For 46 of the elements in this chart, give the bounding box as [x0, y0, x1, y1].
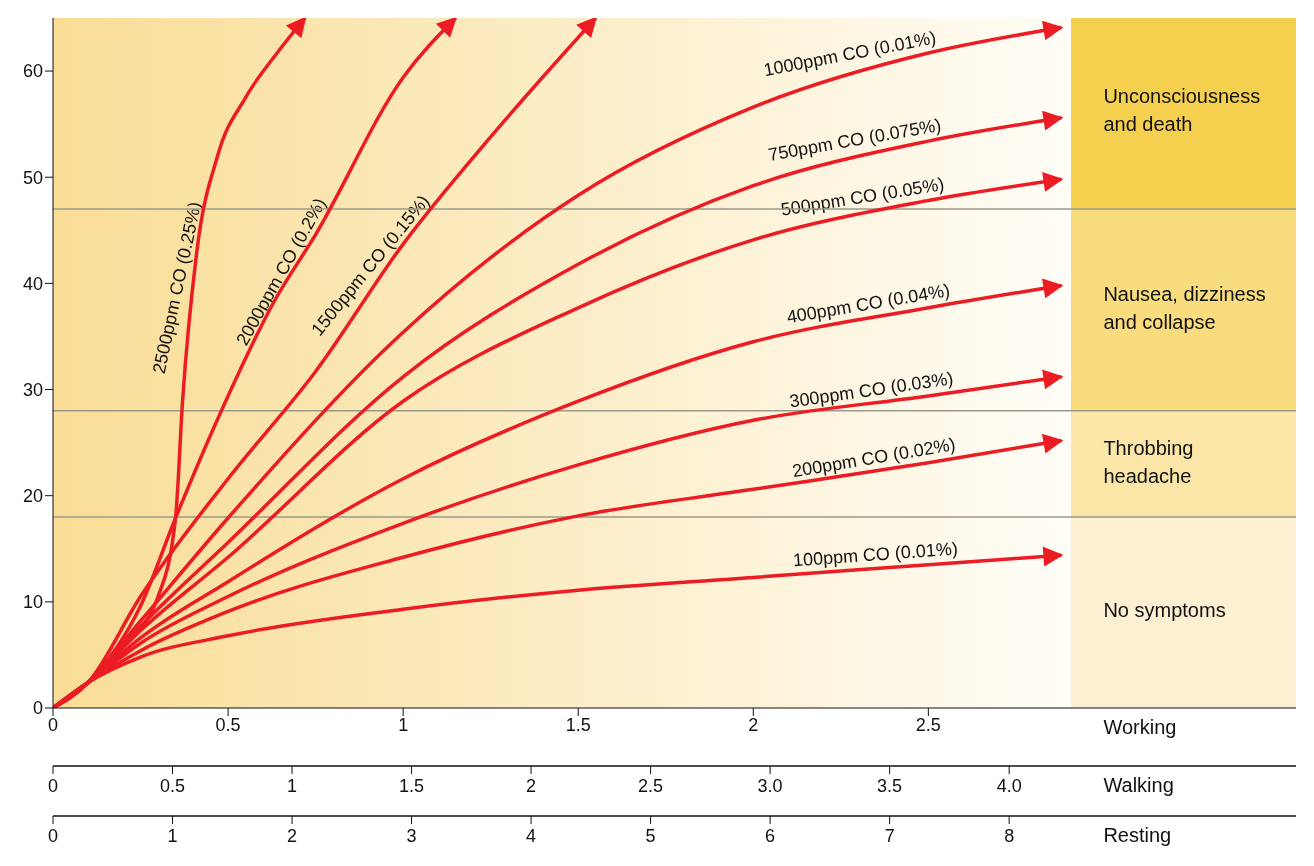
text: 4 — [526, 826, 537, 846]
band-label: Unconsciousness and death — [1103, 85, 1261, 136]
x2-tick-label: 2 — [526, 776, 537, 796]
band-label: No symptoms — [1103, 599, 1226, 622]
band-label: Throbbing headache — [1103, 437, 1194, 488]
text: 5 — [645, 826, 656, 846]
x2-tick-label: 1.5 — [399, 776, 425, 796]
x2-axis-title: Walking — [1103, 774, 1174, 796]
x2-tick-label: 0 — [47, 776, 59, 796]
text: 2 — [287, 826, 298, 846]
y-tick-label: 30 — [22, 379, 43, 400]
text: 2500ppm CO (0.25%) — [148, 200, 206, 376]
x-axis-title: Working — [1103, 716, 1177, 738]
text: 400ppm CO (0.04%) — [785, 280, 952, 328]
text: 200ppm CO (0.02%) — [790, 434, 957, 482]
x-tick-label: 2 — [748, 714, 759, 735]
text: 750ppm CO (0.075%) — [766, 114, 943, 165]
x2-tick-label: 2.5 — [638, 776, 664, 796]
y-tick-label: 0 — [32, 698, 43, 719]
text: 500ppm CO (0.05%) — [779, 174, 946, 220]
x2-tick-label: 4.0 — [996, 776, 1022, 796]
x-tick-label: 1.5 — [565, 714, 591, 735]
text: 8 — [1004, 826, 1015, 846]
text: 300ppm CO (0.03%) — [788, 368, 955, 412]
y-tick-label: 40 — [22, 273, 43, 294]
x2-tick-label: 3.0 — [757, 776, 783, 796]
x-tick-label: 0 — [47, 714, 59, 735]
text: 1000ppm CO (0.01%) — [761, 27, 938, 81]
text: 6 — [765, 826, 776, 846]
x-tick-label: 0.5 — [215, 714, 241, 735]
text: 3 — [406, 826, 417, 846]
y-tick-label: 50 — [22, 167, 43, 188]
x2-tick-label: 3.5 — [877, 776, 903, 796]
y-tick-label: 60 — [22, 61, 43, 82]
text: 0 — [47, 826, 59, 846]
text: 7 — [884, 826, 895, 846]
text: 1 — [167, 826, 178, 846]
text: Resting — [1103, 824, 1172, 846]
x-tick-label: 2.5 — [915, 714, 941, 735]
series-label: 100ppm CO (0.01%) — [792, 538, 959, 571]
y-tick-label: 20 — [22, 486, 43, 507]
y-tick-label: 10 — [22, 592, 43, 613]
x2-tick-label: 0.5 — [160, 776, 186, 796]
band-label: Nausea, dizziness and collapse — [1103, 283, 1266, 334]
x-tick-label: 1 — [398, 714, 409, 735]
x2-tick-label: 1 — [287, 776, 298, 796]
